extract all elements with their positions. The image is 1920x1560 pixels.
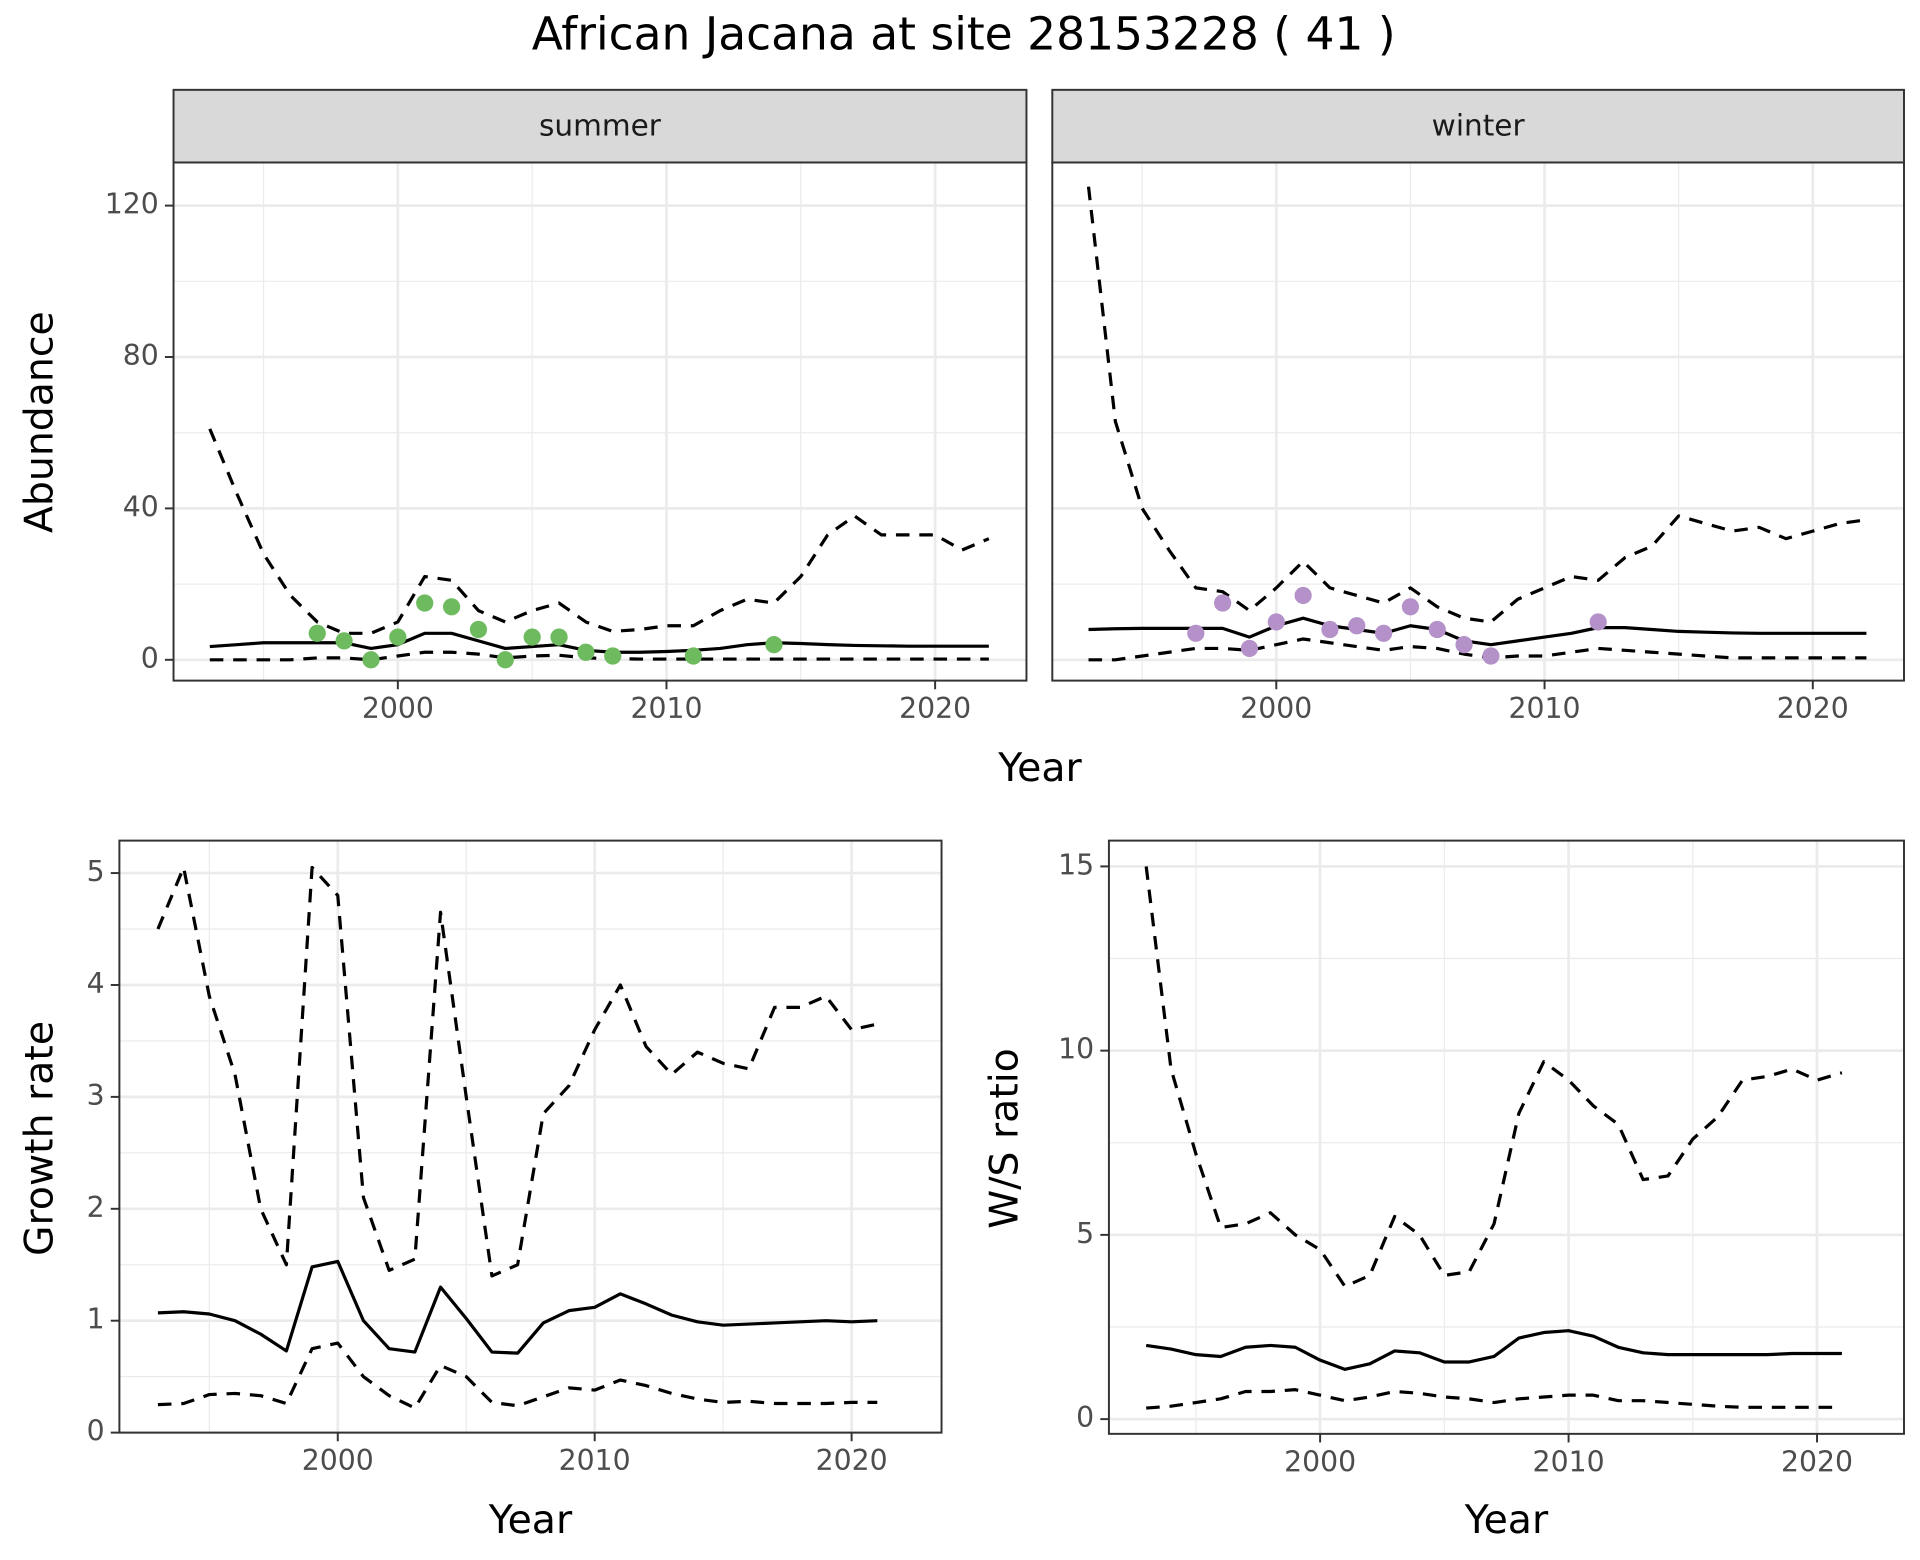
x-tick-label: 2010 — [1533, 1445, 1605, 1478]
facet-label: winter — [1432, 108, 1526, 142]
observed-point — [496, 651, 514, 669]
x-tick-label: 2000 — [1240, 692, 1312, 725]
observed-point — [765, 636, 783, 654]
x-tick-label: 2010 — [559, 1444, 631, 1477]
observed-point — [1374, 624, 1393, 642]
y-tick-label: 5 — [1076, 1217, 1094, 1250]
series-line — [156, 865, 878, 1278]
panel-background — [119, 840, 942, 1433]
x-tick-label: 2020 — [899, 692, 971, 725]
panel-background — [173, 162, 1027, 681]
y-tick-label: 0 — [87, 1415, 105, 1448]
y-tick-label: 2 — [87, 1191, 105, 1224]
y-tick-label: 120 — [105, 188, 159, 221]
series-line — [157, 1341, 878, 1410]
y-tick-label: 10 — [1058, 1033, 1094, 1066]
observed-point — [1589, 613, 1607, 631]
y-axis-label: W/S ratio — [981, 1048, 1027, 1229]
x-axis-label: Year — [997, 745, 1082, 791]
series-line — [157, 1259, 878, 1355]
facet-strip — [1051, 88, 1905, 164]
series-line — [1088, 616, 1867, 647]
observed-point — [604, 647, 622, 665]
observed-point — [1240, 639, 1259, 658]
observed-point — [577, 643, 595, 661]
observed-point — [1455, 636, 1473, 654]
observed-point — [335, 632, 353, 650]
observed-point — [1214, 594, 1232, 612]
x-tick-label: 2000 — [302, 1444, 374, 1477]
facet-strip — [172, 88, 1028, 164]
series-line — [1086, 186, 1867, 624]
panel-background — [1052, 162, 1904, 681]
x-tick-label: 2020 — [816, 1444, 888, 1477]
observed-point — [442, 598, 461, 616]
series-line — [209, 650, 989, 662]
y-tick-label: 1 — [87, 1303, 105, 1336]
observed-point — [1401, 598, 1420, 616]
observed-point — [308, 624, 326, 642]
x-tick-label: 2020 — [1777, 692, 1849, 725]
series-line — [1145, 1329, 1842, 1371]
observed-point — [684, 647, 702, 665]
y-tick-label: 15 — [1058, 848, 1094, 881]
observed-point — [1321, 620, 1339, 639]
panel-border — [118, 839, 943, 1434]
observed-point — [469, 620, 488, 639]
y-tick-label: 40 — [123, 490, 159, 523]
observed-point — [1294, 586, 1312, 605]
series-line — [1144, 866, 1843, 1289]
y-tick-label: 5 — [87, 855, 105, 888]
series-line — [208, 428, 990, 635]
y-tick-label: 80 — [123, 339, 159, 372]
observed-point — [1187, 624, 1205, 642]
y-axis-label: Growth rate — [16, 1021, 62, 1256]
series-line — [1088, 637, 1867, 662]
panel-background — [1108, 840, 1904, 1434]
series-line — [1146, 1388, 1842, 1410]
observed-point — [389, 628, 407, 646]
observed-point — [1267, 613, 1285, 631]
figure-title: African Jacana at site 28153228 ( 41 ) — [532, 7, 1396, 60]
x-axis-label: Year — [488, 1497, 573, 1543]
observed-point — [1482, 647, 1500, 665]
x-axis-label: Year — [1464, 1497, 1549, 1543]
x-tick-label: 2010 — [1509, 692, 1581, 725]
y-tick-label: 0 — [141, 642, 159, 675]
observed-point — [362, 651, 380, 669]
x-tick-label: 2000 — [1284, 1445, 1356, 1478]
facet-label: summer — [539, 108, 662, 142]
y-tick-label: 4 — [87, 967, 105, 1000]
x-tick-label: 2000 — [362, 692, 434, 725]
observed-point — [416, 594, 434, 612]
observed-point — [550, 628, 568, 646]
observed-point — [523, 628, 541, 646]
x-tick-label: 2020 — [1781, 1445, 1853, 1478]
x-tick-label: 2010 — [630, 692, 702, 725]
panel-border — [1107, 839, 1905, 1435]
y-axis-label: Abundance — [16, 311, 62, 533]
observed-point — [1428, 620, 1446, 639]
y-tick-label: 3 — [87, 1079, 105, 1112]
observed-point — [1348, 617, 1366, 635]
y-tick-label: 0 — [1076, 1401, 1094, 1434]
